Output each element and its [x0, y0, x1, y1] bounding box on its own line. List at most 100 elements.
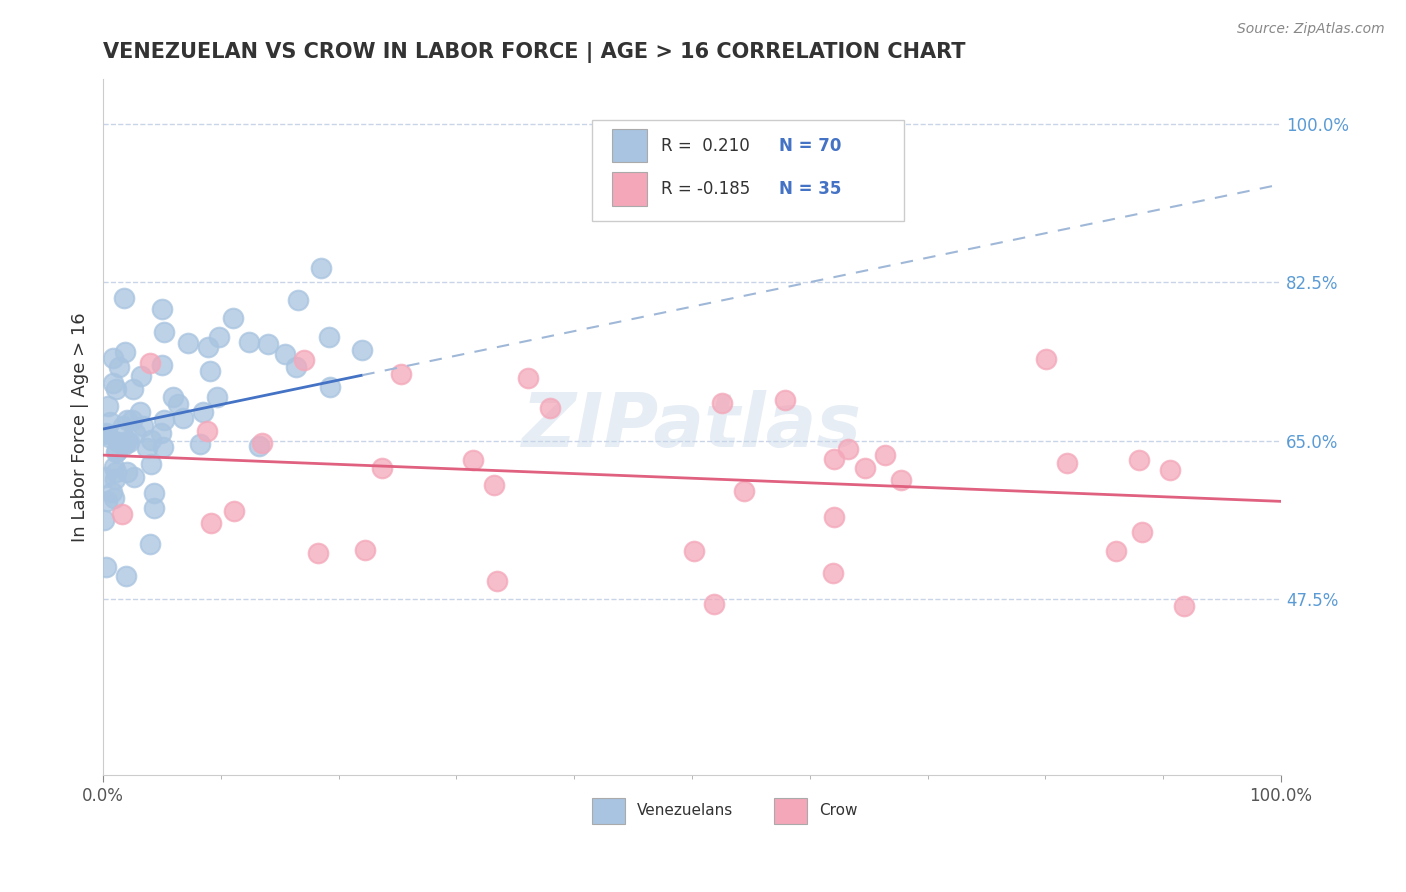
Point: [773, 393, 796, 408]
Point: [142, 486, 165, 500]
Point: [122, 470, 145, 484]
Point: [112, 291, 135, 305]
Point: [96, 493, 118, 508]
Point: [111, 419, 134, 434]
Point: [166, 397, 188, 411]
Point: [103, 491, 125, 506]
Point: [105, 382, 128, 396]
Point: [821, 566, 844, 581]
Text: R =  0.210: R = 0.210: [661, 136, 751, 154]
Point: [152, 325, 174, 339]
Point: [101, 351, 124, 365]
Text: Venezuelans: Venezuelans: [637, 804, 733, 819]
Point: [284, 359, 307, 374]
Text: R = -0.185: R = -0.185: [661, 180, 751, 198]
Point: [318, 330, 340, 344]
Point: [141, 457, 163, 471]
Point: [683, 544, 706, 558]
Point: [311, 260, 333, 275]
Point: [162, 390, 184, 404]
Point: [107, 434, 129, 449]
Point: [195, 425, 218, 439]
Point: [287, 293, 309, 307]
Point: [353, 543, 375, 558]
Point: [703, 597, 725, 611]
Point: [105, 445, 128, 459]
Point: [371, 460, 394, 475]
Point: [139, 537, 162, 551]
FancyBboxPatch shape: [612, 172, 647, 206]
Point: [257, 337, 280, 351]
Point: [114, 569, 136, 583]
Point: [105, 466, 128, 480]
Point: [1159, 463, 1181, 477]
Point: [853, 461, 876, 475]
Point: [222, 311, 245, 326]
Point: [115, 413, 138, 427]
Point: [101, 376, 124, 390]
Point: [105, 444, 128, 458]
Point: [94, 470, 117, 484]
Point: [875, 448, 897, 462]
Point: [136, 441, 159, 455]
Point: [97, 399, 120, 413]
Text: ZIPatlas: ZIPatlas: [522, 391, 862, 464]
Point: [484, 478, 506, 492]
Text: Source: ZipAtlas.com: Source: ZipAtlas.com: [1237, 22, 1385, 37]
Point: [208, 330, 231, 344]
Point: [224, 503, 246, 517]
Point: [823, 452, 845, 467]
Point: [188, 436, 211, 450]
Point: [1173, 599, 1195, 613]
FancyBboxPatch shape: [592, 797, 624, 824]
Point: [890, 473, 912, 487]
Point: [115, 466, 138, 480]
Point: [98, 430, 121, 444]
Point: [352, 343, 374, 357]
Point: [121, 413, 143, 427]
Point: [129, 368, 152, 383]
Point: [307, 546, 329, 560]
Point: [96, 425, 118, 440]
Point: [117, 434, 139, 448]
Point: [538, 401, 561, 415]
Point: [198, 364, 221, 378]
Point: [1105, 544, 1128, 558]
Point: [319, 379, 342, 393]
Point: [117, 434, 139, 449]
Point: [150, 358, 173, 372]
Text: N = 35: N = 35: [779, 180, 842, 198]
Point: [107, 359, 129, 374]
Point: [1128, 452, 1150, 467]
Point: [250, 435, 273, 450]
Point: [153, 413, 176, 427]
Point: [104, 472, 127, 486]
Point: [150, 301, 173, 316]
Point: [247, 439, 270, 453]
FancyBboxPatch shape: [775, 797, 807, 824]
Point: [114, 344, 136, 359]
Text: VENEZUELAN VS CROW IN LABOR FORCE | AGE > 16 CORRELATION CHART: VENEZUELAN VS CROW IN LABOR FORCE | AGE …: [103, 42, 966, 62]
Point: [238, 335, 260, 350]
Point: [103, 460, 125, 475]
Point: [172, 410, 194, 425]
Point: [100, 484, 122, 499]
Text: Crow: Crow: [820, 804, 858, 819]
Point: [710, 395, 733, 409]
Point: [111, 508, 134, 522]
FancyBboxPatch shape: [612, 129, 647, 162]
Point: [200, 516, 222, 531]
Y-axis label: In Labor Force | Age > 16: In Labor Force | Age > 16: [72, 312, 89, 541]
Point: [463, 453, 485, 467]
Point: [128, 405, 150, 419]
Point: [131, 419, 153, 434]
Point: [143, 500, 166, 515]
Point: [1035, 352, 1057, 367]
Point: [837, 442, 859, 456]
Point: [98, 415, 121, 429]
Point: [114, 438, 136, 452]
Point: [274, 346, 297, 360]
Point: [93, 513, 115, 527]
Point: [96, 426, 118, 441]
Point: [150, 425, 173, 440]
